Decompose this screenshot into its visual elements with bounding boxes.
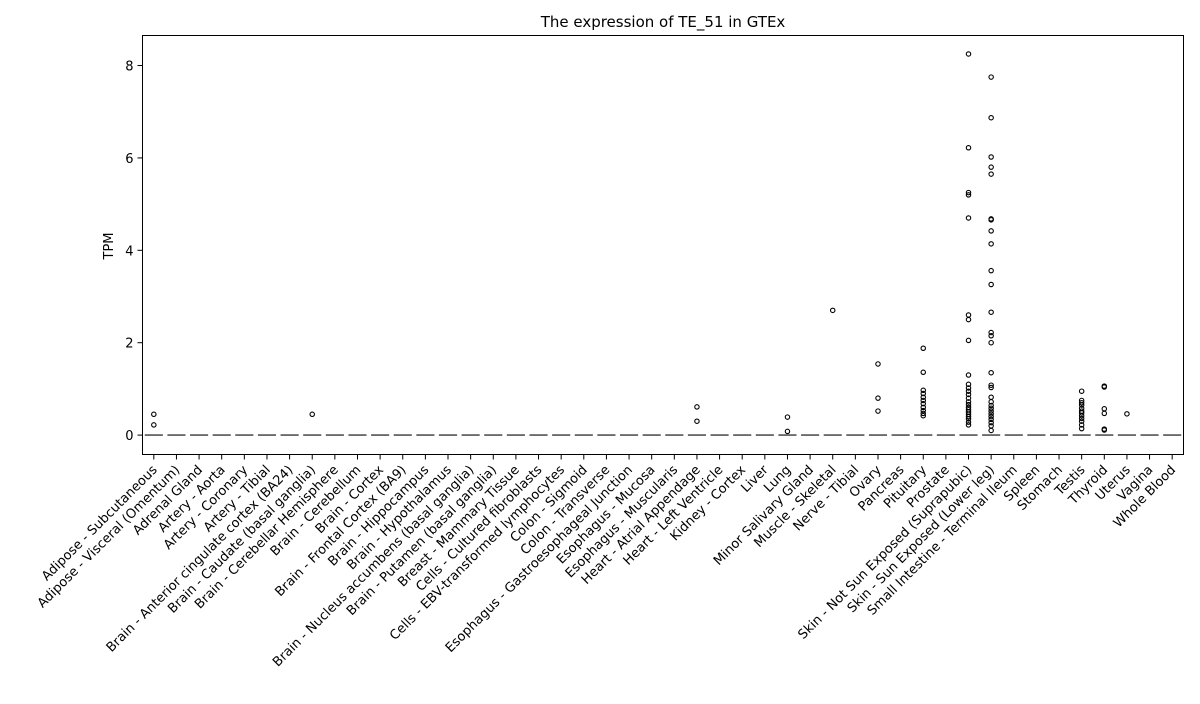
plot-frame — [142, 35, 1184, 455]
outlier-point-37-16 — [988, 382, 994, 388]
outlier-point-36-0 — [965, 51, 972, 57]
outlier-point-36-1 — [965, 145, 972, 151]
outlier-point-34-3 — [920, 390, 926, 397]
outlier-point-28-0 — [784, 414, 791, 420]
outlier-point-0-0 — [151, 411, 157, 418]
outlier-point-42-3 — [1101, 410, 1108, 417]
outlier-point-34-8 — [920, 407, 926, 414]
y-tick-label-1: 2 — [125, 337, 133, 352]
outlier-point-37-23 — [988, 411, 994, 417]
outlier-point-36-9 — [965, 381, 972, 388]
outlier-point-36-13 — [965, 395, 972, 401]
y-tick-label-0: 0 — [125, 429, 133, 444]
outlier-point-37-3 — [988, 164, 994, 170]
outlier-point-37-22 — [988, 408, 994, 414]
y-tick-label-3: 6 — [125, 152, 133, 167]
outlier-point-36-8 — [965, 372, 972, 378]
outlier-point-34-0 — [920, 345, 926, 351]
outlier-point-36-23 — [965, 422, 972, 428]
outlier-point-34-6 — [920, 400, 926, 407]
outlier-point-36-6 — [965, 316, 972, 323]
outlier-point-37-17 — [988, 384, 994, 391]
outlier-point-36-3 — [965, 192, 972, 198]
outlier-point-36-11 — [965, 388, 972, 394]
outlier-point-36-7 — [965, 337, 972, 344]
outlier-point-41-9 — [1078, 418, 1085, 424]
outlier-point-37-7 — [988, 228, 994, 234]
outlier-point-36-14 — [965, 399, 972, 405]
outlier-point-37-20 — [988, 402, 994, 409]
outlier-point-7-0 — [309, 411, 315, 418]
outlier-point-41-10 — [1078, 422, 1085, 428]
outlier-point-37-12 — [988, 329, 994, 336]
chart-title: The expression of TE_51 in GTEx — [540, 13, 786, 32]
outlier-point-37-25 — [988, 416, 994, 423]
outlier-point-37-11 — [988, 309, 994, 315]
outlier-point-24-0 — [694, 404, 700, 410]
outlier-point-41-0 — [1078, 388, 1085, 394]
outlier-point-37-18 — [988, 394, 994, 400]
outlier-point-41-2 — [1078, 400, 1085, 406]
outlier-point-34-4 — [920, 394, 926, 400]
outlier-point-37-13 — [988, 333, 994, 339]
outlier-point-34-9 — [920, 410, 926, 417]
outlier-point-37-1 — [988, 114, 994, 121]
outlier-point-37-15 — [988, 369, 994, 376]
outlier-point-37-4 — [988, 171, 994, 177]
outlier-point-36-12 — [965, 391, 972, 398]
y-tick-label-4: 8 — [125, 60, 133, 75]
outlier-point-37-0 — [988, 74, 994, 80]
outlier-point-37-9 — [988, 267, 994, 274]
outlier-point-41-11 — [1078, 425, 1085, 432]
outlier-point-34-7 — [920, 404, 926, 411]
outlier-point-0-1 — [151, 422, 157, 428]
outlier-point-34-10 — [920, 412, 926, 419]
outlier-point-42-1 — [1101, 384, 1108, 390]
outlier-point-37-19 — [988, 399, 994, 405]
outlier-point-37-2 — [988, 154, 994, 160]
outlier-point-36-15 — [965, 401, 972, 408]
outlier-point-32-0 — [875, 361, 881, 367]
outlier-point-36-22 — [965, 419, 972, 425]
outlier-point-42-2 — [1101, 406, 1108, 412]
outlier-point-41-3 — [1078, 402, 1085, 408]
outlier-point-32-1 — [875, 395, 881, 401]
outlier-point-36-4 — [965, 215, 972, 221]
outlier-point-37-10 — [988, 281, 994, 288]
outlier-point-28-1 — [784, 428, 791, 435]
outlier-point-34-2 — [920, 387, 926, 394]
y-tick-label-2: 4 — [125, 244, 133, 259]
outlier-point-34-5 — [920, 397, 926, 404]
outlier-point-37-8 — [988, 241, 994, 247]
outlier-point-36-2 — [965, 189, 972, 196]
outlier-point-36-10 — [965, 385, 972, 391]
outlier-point-37-6 — [988, 217, 994, 223]
outlier-point-36-20 — [965, 413, 972, 420]
outlier-point-36-21 — [965, 416, 972, 422]
outlier-point-30-0 — [829, 307, 836, 314]
outlier-point-37-28 — [988, 427, 994, 434]
outlier-point-36-5 — [965, 312, 972, 318]
outlier-point-43-0 — [1124, 411, 1130, 417]
outlier-point-24-1 — [694, 418, 700, 424]
outlier-point-34-1 — [920, 369, 926, 376]
outlier-point-41-7 — [1078, 412, 1085, 419]
outlier-point-42-5 — [1101, 427, 1108, 433]
outlier-point-37-21 — [988, 405, 994, 412]
outlier-point-41-6 — [1078, 410, 1085, 416]
y-axis-label: TPM — [102, 233, 117, 261]
outlier-point-37-24 — [988, 413, 994, 420]
outlier-point-37-14 — [988, 339, 994, 346]
outlier-point-37-26 — [988, 419, 994, 426]
outlier-point-41-8 — [1078, 415, 1085, 422]
outlier-point-32-2 — [875, 408, 881, 414]
